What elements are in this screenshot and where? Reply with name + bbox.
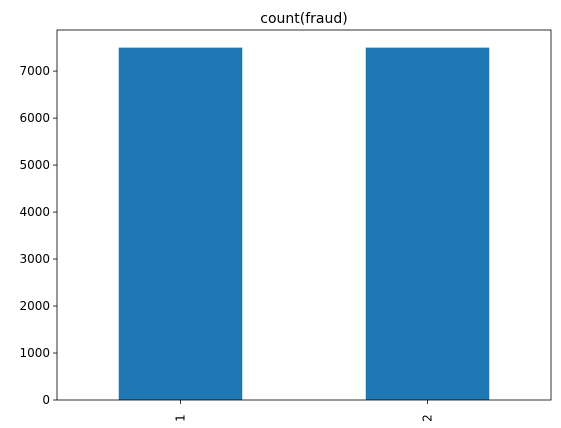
y-tick-label: 5000 (19, 158, 50, 172)
y-tick-label: 6000 (19, 111, 50, 125)
y-tick-label: 7000 (19, 64, 50, 78)
y-tick-label: 3000 (19, 252, 50, 266)
bars-layer (118, 47, 490, 400)
chart-title: count(fraud) (260, 11, 347, 27)
y-tick-label: 0 (42, 393, 50, 407)
x-tick-label: 2 (421, 414, 435, 422)
bar-1 (118, 47, 243, 400)
plot-frame (56, 29, 552, 401)
y-axis: 0 1000 2000 3000 4000 5000 6000 7000 (19, 64, 57, 407)
y-tick-label: 1000 (19, 346, 50, 360)
bar-2 (365, 47, 490, 400)
y-tick-label: 2000 (19, 299, 50, 313)
y-tick-label: 4000 (19, 205, 50, 219)
x-tick-label: 1 (174, 414, 188, 422)
